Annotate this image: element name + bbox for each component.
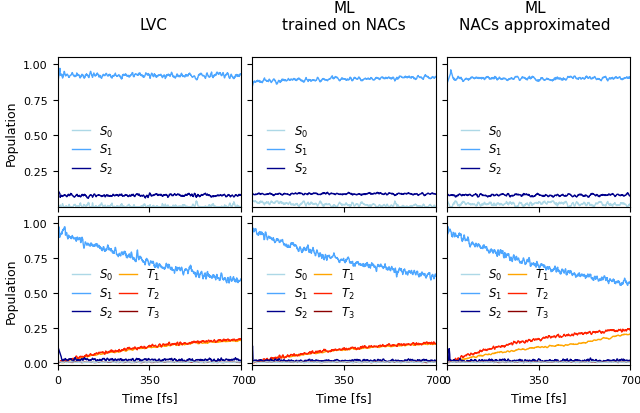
Y-axis label: Population: Population (4, 100, 17, 165)
Text: ML
trained on NACs: ML trained on NACs (282, 1, 406, 33)
Text: ML
NACs approximated: ML NACs approximated (459, 1, 611, 33)
Legend: $S_0$, $S_1$, $S_2$: $S_0$, $S_1$, $S_2$ (262, 120, 312, 181)
Legend: $S_0$, $S_1$, $S_2$, $T_1$, $T_2$, $T_3$: $S_0$, $S_1$, $S_2$, $T_1$, $T_2$, $T_3$ (456, 263, 554, 325)
Legend: $S_0$, $S_1$, $S_2$: $S_0$, $S_1$, $S_2$ (456, 120, 507, 181)
Legend: $S_0$, $S_1$, $S_2$, $T_1$, $T_2$, $T_3$: $S_0$, $S_1$, $S_2$, $T_1$, $T_2$, $T_3$ (262, 263, 359, 325)
X-axis label: Time [fs]: Time [fs] (122, 391, 177, 404)
X-axis label: Time [fs]: Time [fs] (316, 391, 372, 404)
X-axis label: Time [fs]: Time [fs] (511, 391, 566, 404)
Text: LVC: LVC (139, 18, 167, 33)
Legend: $S_0$, $S_1$, $S_2$, $T_1$, $T_2$, $T_3$: $S_0$, $S_1$, $S_2$, $T_1$, $T_2$, $T_3$ (67, 263, 164, 325)
Y-axis label: Population: Population (4, 258, 17, 323)
Legend: $S_0$, $S_1$, $S_2$: $S_0$, $S_1$, $S_2$ (67, 120, 118, 181)
